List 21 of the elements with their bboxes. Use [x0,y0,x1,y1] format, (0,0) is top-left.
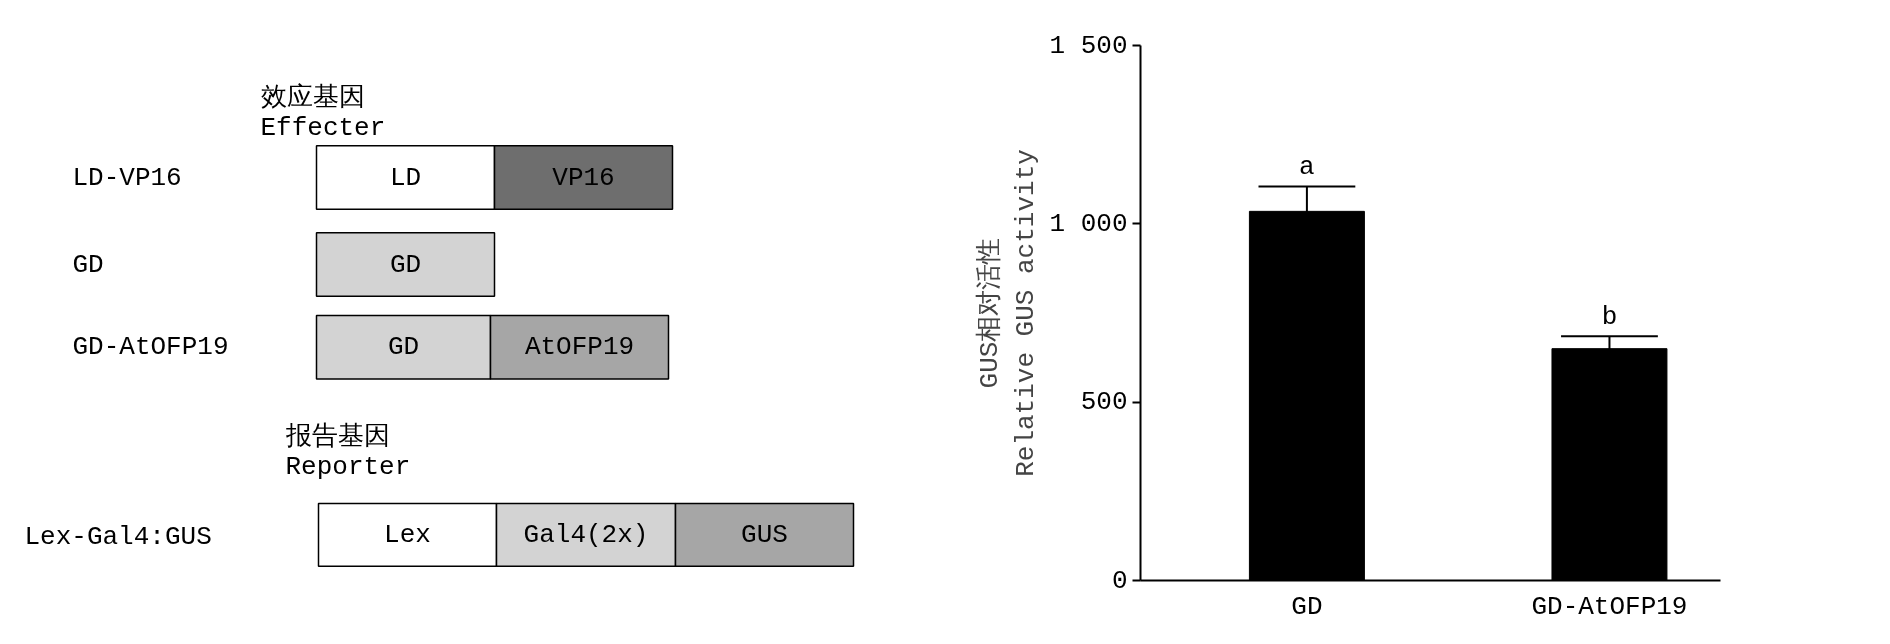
text: Gal4(2x) [523,519,649,550]
text: AtOFP19 [524,332,635,363]
text: GD [389,249,422,280]
text: 报告基因 Reporter [284,421,411,482]
y-axis-title: GUS相对活性 Relative GUS activity [975,149,1042,477]
text: GD-AtOFP19 [72,332,229,363]
text: LD-VP16 [72,162,182,193]
text: GD [72,249,104,280]
text: GUS [741,519,788,550]
annotation: b [1601,302,1618,333]
text: LD [389,162,422,193]
text: VP16 [552,162,615,193]
annotation: a [1299,152,1315,183]
text: GD [387,332,420,363]
y-tick-label: 500 [1080,387,1128,418]
y-tick-label: 1 000 [1049,208,1128,239]
text: Lex-Gal4:GUS [24,522,212,553]
y-tick-label: 1 500 [1049,30,1128,61]
y-tick-label: 0 [1111,565,1128,596]
text: 效应基因 Effecter [260,82,386,144]
text: Lex [384,519,431,550]
